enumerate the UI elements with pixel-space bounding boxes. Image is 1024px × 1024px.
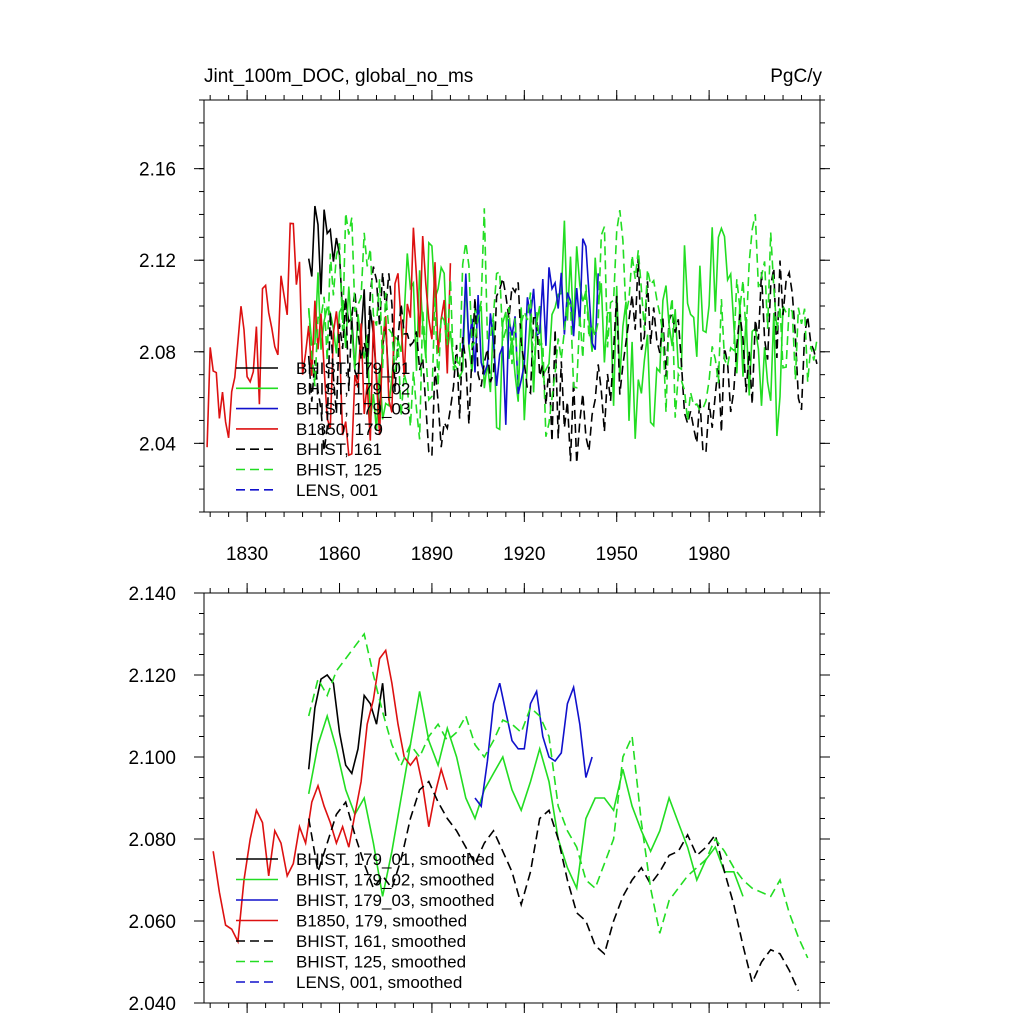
legend-label: BHIST, 125, smoothed <box>296 953 466 972</box>
chart-title: Jint_100m_DOC, global_no_ms <box>204 66 473 87</box>
legend-label: BHIST, 161, smoothed <box>296 932 466 951</box>
x-tick-label: 1890 <box>411 544 453 565</box>
y-tick-label: 2.060 <box>128 912 176 933</box>
legend-label: BHIST, 125 <box>296 461 382 480</box>
series-layer <box>212 632 809 992</box>
bottom-panel: 2.040 2.060 2.080 2.100 2.120 2.140 BHIST, 17… <box>128 583 830 1015</box>
legend-label: BHIST, 161 <box>296 440 382 459</box>
legend-label: BHIST, 179_03 <box>296 400 410 419</box>
legend-label: B1850, 179, smoothed <box>296 912 467 931</box>
legend-label: BHIST, 179_03, smoothed <box>296 891 494 910</box>
x-tick-label: 1920 <box>503 544 545 565</box>
x-tick-label: 1830 <box>226 544 268 565</box>
series-layer <box>206 205 818 464</box>
y-tick-label: 2.080 <box>128 830 176 851</box>
axis-layer: 1830 1860 1890 1920 1950 1980 2.04 2.08 2.12 2.16 <box>139 90 830 565</box>
y-tick-label: 2.12 <box>139 251 176 272</box>
y-tick-label: 2.100 <box>128 748 176 769</box>
legend-label: BHIST, 179_02 <box>296 379 410 398</box>
y-tick-label: 2.140 <box>128 584 176 605</box>
axis-layer: 2.040 2.060 2.080 2.100 2.120 2.140 <box>128 583 830 1015</box>
x-tick-label: 1950 <box>596 544 638 565</box>
series-line-1 <box>307 691 744 897</box>
top-panel: Jint_100m_DOC, global_no_ms PgC/y 1830 18… <box>139 66 830 565</box>
series-line-0 <box>307 673 387 776</box>
x-tick-label: 1860 <box>318 544 360 565</box>
units-label: PgC/y <box>770 66 822 87</box>
legend-label: LENS, 001 <box>296 481 378 500</box>
series-line-3 <box>206 222 452 457</box>
legend-label: BHIST, 179_02, smoothed <box>296 871 494 890</box>
series-line-3 <box>212 648 449 945</box>
y-tick-label: 2.040 <box>128 994 176 1015</box>
series-line-2 <box>461 238 599 425</box>
series-line-5 <box>307 208 818 440</box>
series-line-5 <box>307 632 809 959</box>
series-line-1 <box>307 220 787 439</box>
y-tick-label: 2.08 <box>139 343 176 364</box>
legend-label: B1850, 179 <box>296 420 383 439</box>
y-tick-label: 2.04 <box>139 434 176 455</box>
legend-label: LENS, 001, smoothed <box>296 973 462 992</box>
x-tick-label: 1980 <box>688 544 730 565</box>
series-line-2 <box>474 682 593 809</box>
legend-label: BHIST, 179_01, smoothed <box>296 850 494 869</box>
legend-label: BHIST, 179_01 <box>296 359 410 378</box>
legend: BHIST, 179_01, smoothed BHIST, 179_02, sm… <box>236 850 494 992</box>
y-tick-label: 2.16 <box>139 160 176 181</box>
y-tick-label: 2.120 <box>128 666 176 687</box>
